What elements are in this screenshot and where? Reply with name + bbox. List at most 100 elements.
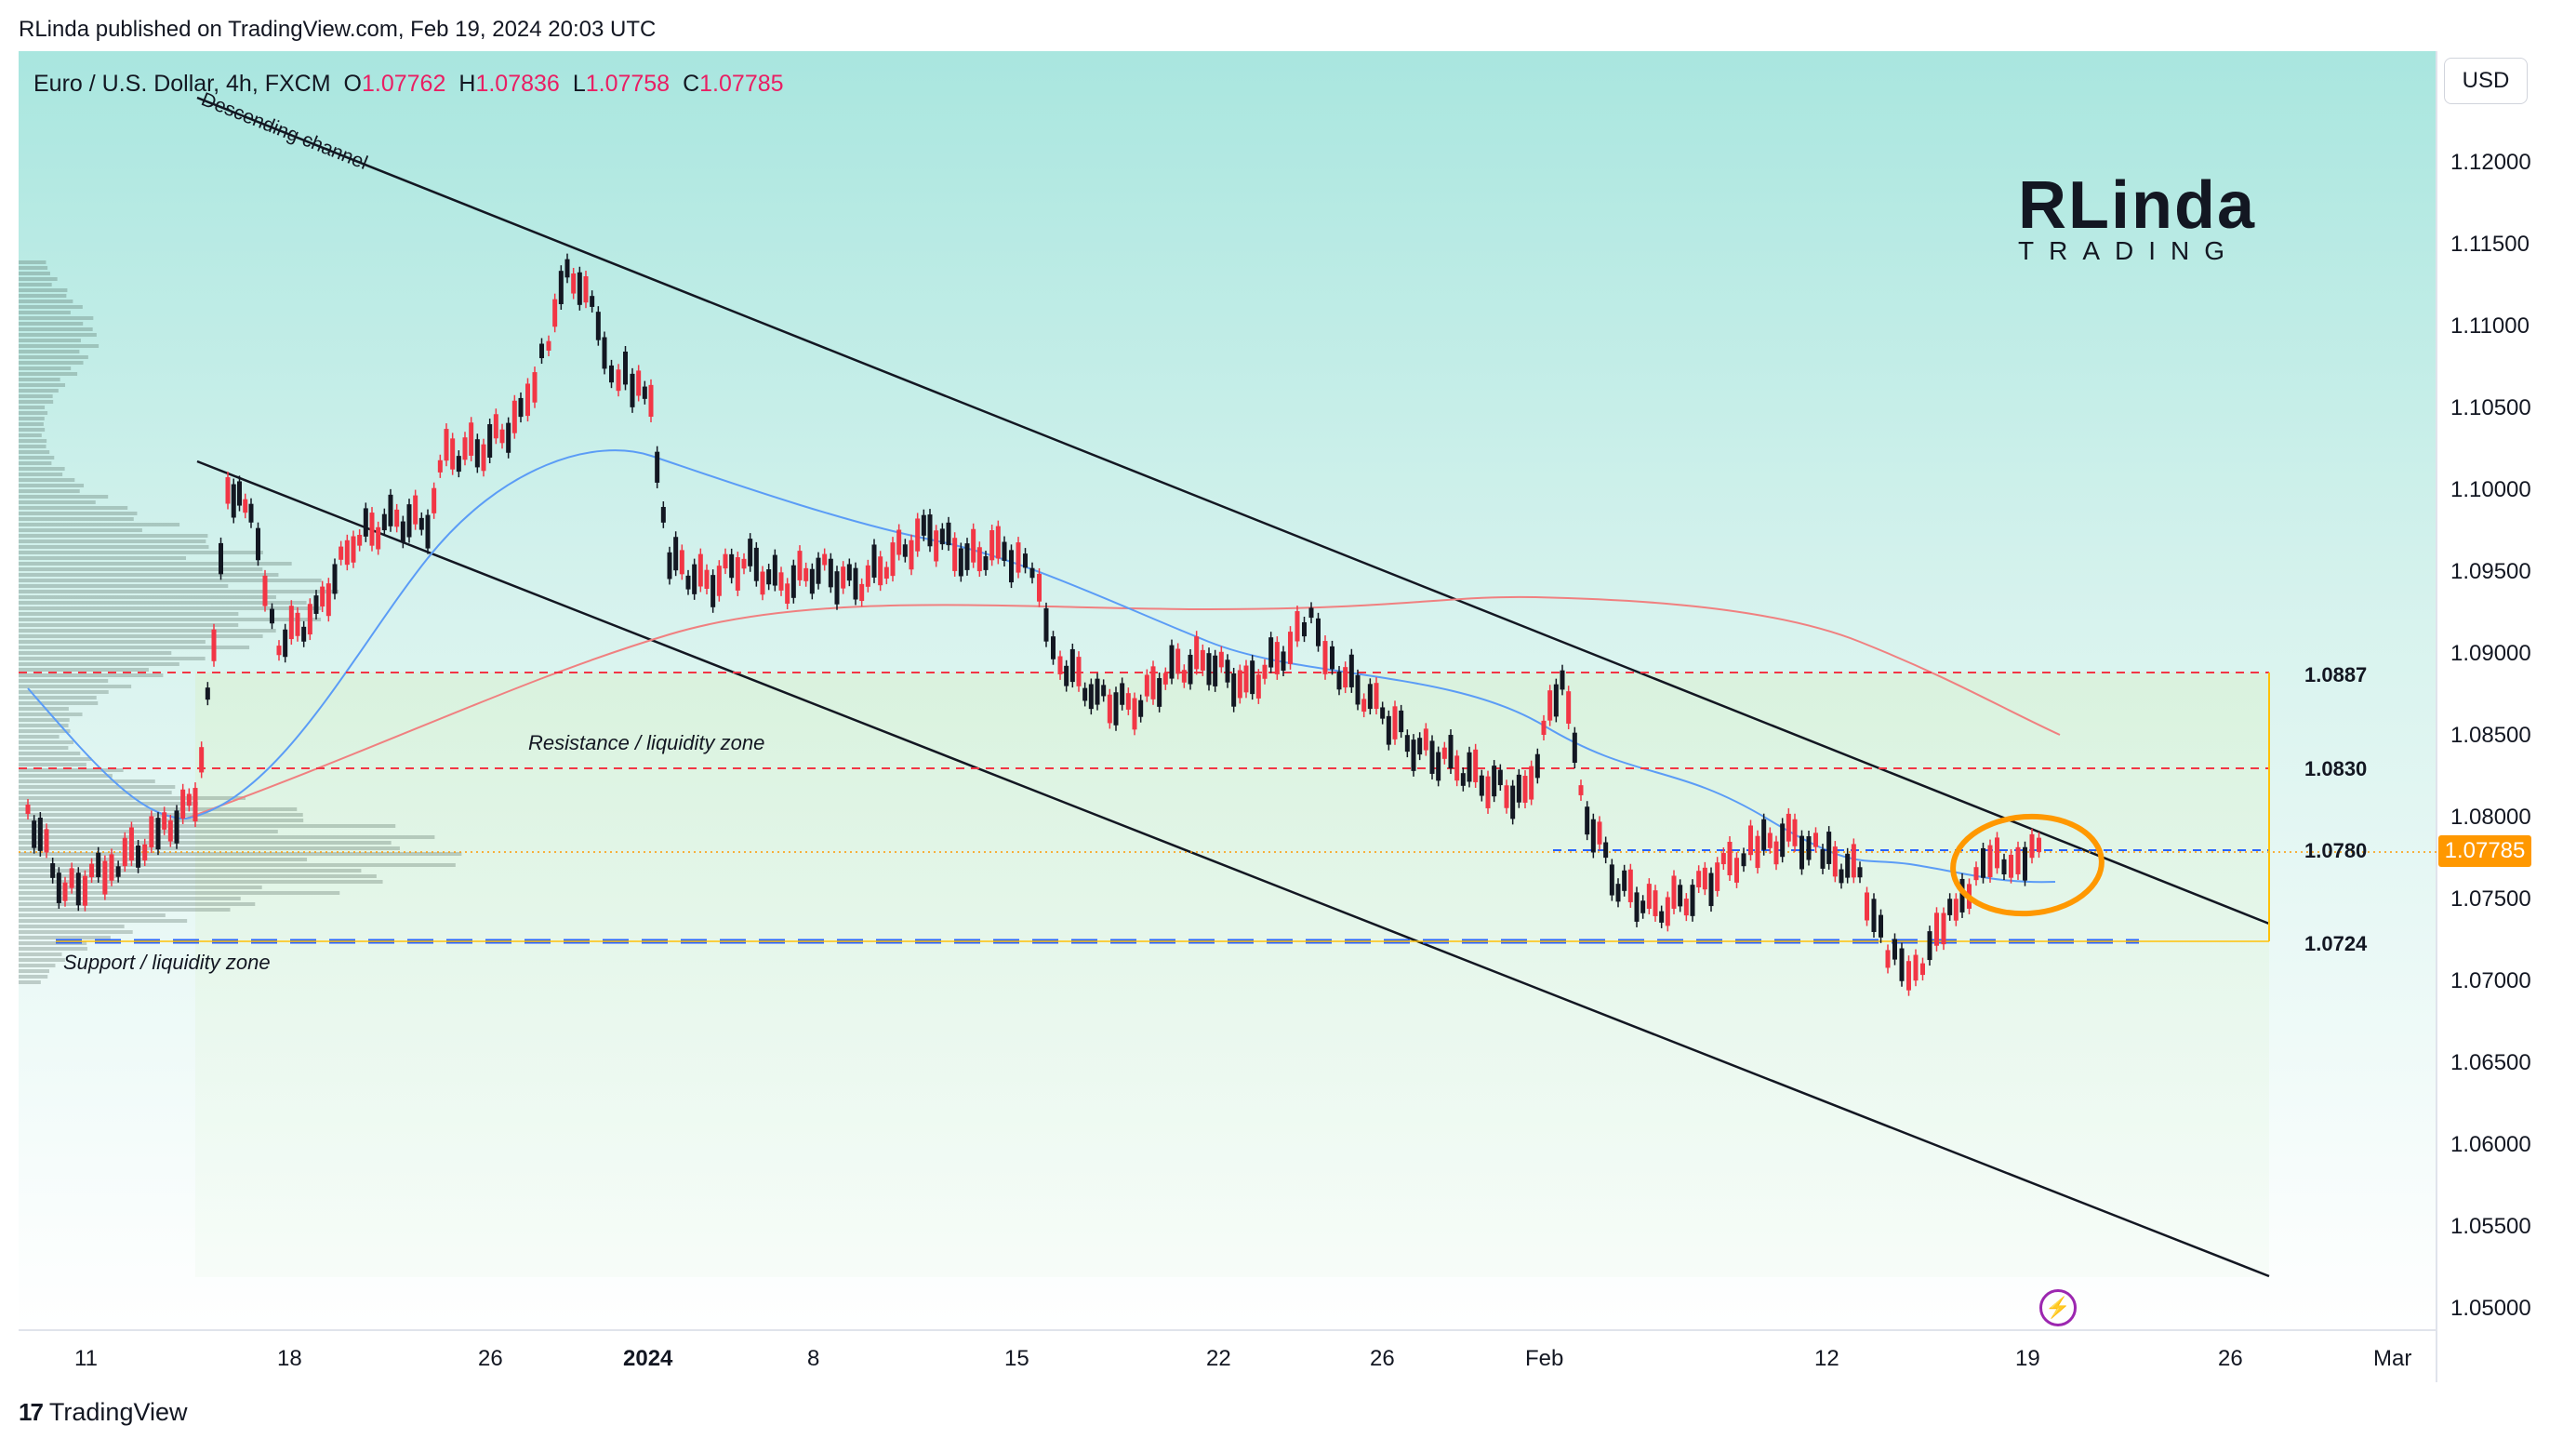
candle-body: [1820, 849, 1826, 869]
candle-body: [1188, 654, 1193, 685]
candle-body: [2023, 846, 2027, 881]
candle-body: [1839, 869, 1844, 884]
volume-profile-bar: [19, 311, 71, 314]
candle-body: [1380, 707, 1386, 719]
candle-body: [1101, 685, 1107, 697]
candle-body: [525, 383, 530, 417]
volume-profile-bar: [19, 980, 41, 984]
time-tick: 26: [478, 1346, 503, 1371]
candle-body: [186, 793, 192, 806]
candle-body: [667, 552, 672, 579]
volume-profile-bar: [19, 473, 63, 476]
candle-body: [44, 829, 49, 853]
candle-body: [710, 575, 716, 607]
volume-profile-bar: [19, 690, 109, 694]
candle-body: [444, 429, 449, 461]
volume-profile-bar: [19, 606, 322, 610]
candle-body: [511, 400, 517, 433]
price-tick: 1.06000: [2450, 1132, 2531, 1157]
candle-body: [1029, 567, 1035, 579]
tradingview-footer[interactable]: 17 TradingView: [19, 1398, 188, 1427]
volume-profile-bar: [19, 696, 97, 699]
candle-body: [1095, 678, 1100, 705]
candle-body: [325, 583, 331, 617]
candle-body: [1343, 667, 1348, 688]
candle-body: [790, 565, 796, 598]
candle-body: [1627, 869, 1633, 902]
candle-body: [69, 868, 74, 888]
volume-profile-bar: [19, 500, 96, 504]
volume-profile-bar: [19, 562, 292, 566]
candle-body: [1516, 774, 1521, 803]
candle-body: [437, 460, 443, 473]
candle-body: [493, 414, 498, 439]
candle-body: [1913, 954, 1919, 981]
volume-profile-bar: [19, 344, 100, 348]
volume-profile-bar: [19, 707, 69, 711]
volume-profile-bar: [19, 746, 69, 750]
candle-body: [602, 337, 607, 369]
volume-profile-bar: [19, 902, 256, 906]
candle-body: [571, 273, 577, 294]
candle-body: [1138, 699, 1144, 717]
candle-body: [552, 299, 558, 327]
candle-body: [432, 487, 437, 513]
volume-profile-bar: [19, 802, 199, 806]
candle-body: [1175, 648, 1181, 674]
candle-body: [225, 477, 231, 504]
candle-body: [149, 816, 154, 847]
volume-profile-bar: [19, 969, 49, 973]
volume-profile-bar: [19, 339, 81, 342]
volume-profile-bar: [19, 389, 59, 393]
candle-body: [636, 370, 642, 396]
candle-body: [704, 569, 710, 590]
candle-body: [1832, 846, 1838, 877]
volume-profile-bar: [19, 657, 206, 660]
candle-body: [822, 553, 828, 566]
volume-profile-bar: [19, 573, 279, 577]
candle-body: [363, 508, 368, 537]
time-tick: 19: [2015, 1346, 2040, 1371]
volume-profile-bar: [19, 634, 263, 638]
candle-body: [1799, 835, 1804, 870]
candle-body: [1274, 642, 1280, 674]
candle-body: [167, 819, 173, 842]
volume-profile-bar: [19, 785, 176, 789]
candle-body: [499, 429, 505, 444]
candle-body: [958, 548, 963, 577]
level-label-4: 1.0724: [2304, 932, 2368, 955]
volume-profile-bar: [19, 913, 166, 917]
symbol-name[interactable]: Euro / U.S. Dollar, 4h, FXCM: [33, 71, 331, 97]
volume-profile-bar: [19, 584, 229, 588]
candle-body: [1845, 853, 1851, 878]
candle-body: [109, 854, 114, 881]
candle-body: [1302, 621, 1307, 637]
volume-profile-bar: [19, 383, 66, 387]
candle-body: [577, 272, 582, 305]
candle-body: [1479, 775, 1484, 796]
candle-body: [456, 456, 461, 473]
candle-body: [564, 259, 570, 278]
currency-button[interactable]: USD: [2444, 58, 2528, 104]
support-annotation: Support / liquidity zone: [63, 951, 271, 974]
candle-body: [2029, 833, 2035, 859]
volume-profile-bar: [19, 417, 45, 420]
candle-body: [75, 873, 81, 906]
candle-body: [1144, 674, 1149, 697]
candle-body: [1920, 963, 1925, 976]
candle-body: [1959, 878, 1965, 912]
volume-profile-bar: [19, 941, 87, 945]
flash-icon[interactable]: ⚡: [2039, 1289, 2077, 1326]
volume-profile-bar: [19, 556, 187, 560]
candle-body: [1734, 858, 1739, 883]
candle-body: [1218, 651, 1224, 668]
volume-profile-bar: [19, 266, 48, 270]
candle-body: [1206, 653, 1212, 686]
candle-body: [1646, 884, 1652, 909]
candle-body: [1590, 819, 1596, 853]
candle-body: [1702, 867, 1707, 890]
candle-body: [115, 866, 121, 877]
candle-body: [400, 521, 405, 543]
candle-body: [1492, 766, 1497, 797]
